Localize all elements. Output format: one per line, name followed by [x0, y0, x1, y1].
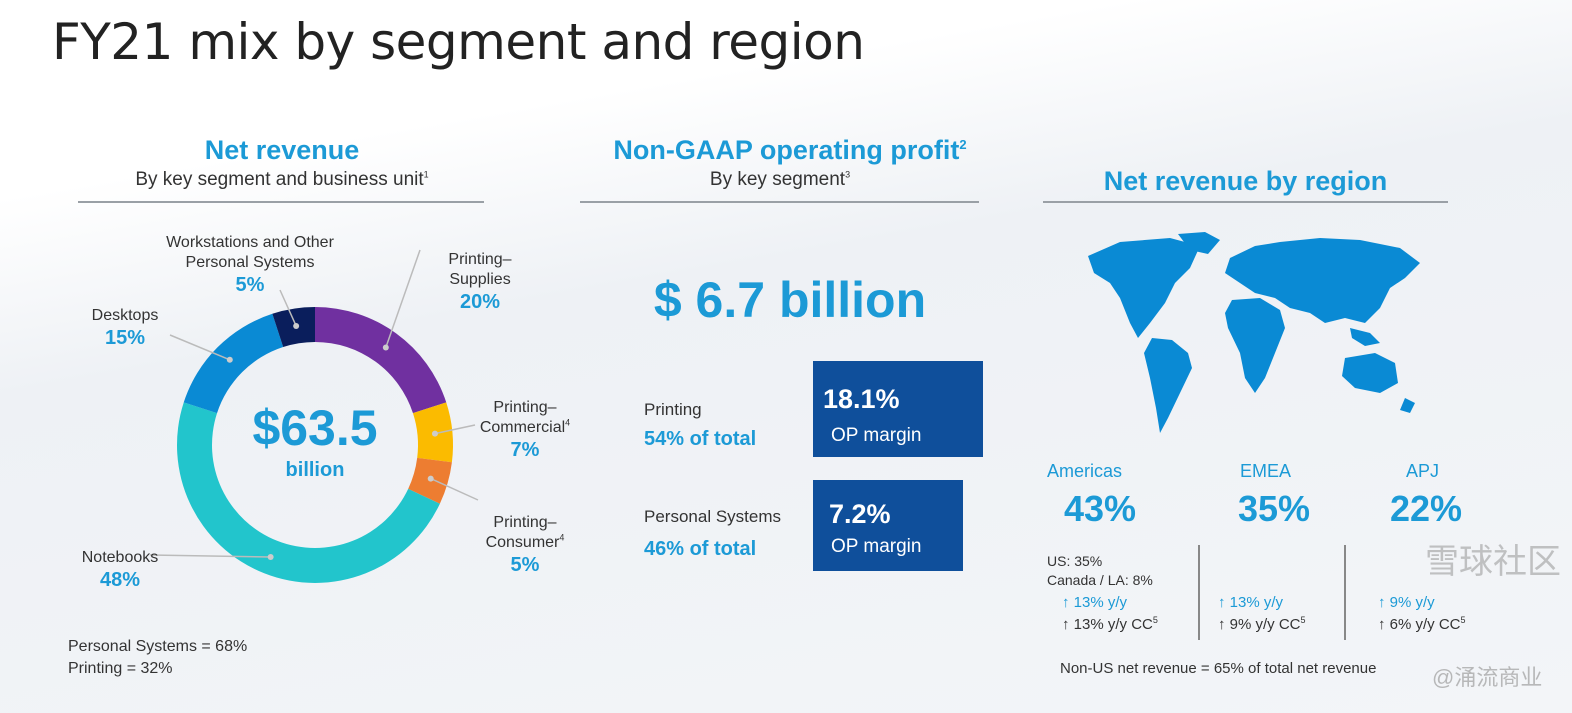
label-notebooks: Notebooks 48%	[81, 549, 159, 591]
donut-chart	[149, 249, 479, 583]
divider	[580, 201, 979, 203]
label-printing-consumer: Printing– Consumer4 5%	[485, 514, 565, 576]
page-title: FY21 mix by segment and region	[52, 13, 865, 71]
donut-center-value: $63.5	[252, 400, 378, 456]
apj-growth: ↑ 9% y/y ↑ 6% y/y CC5	[1378, 594, 1466, 633]
label-printing-supplies: Printing– Supplies 20%	[448, 251, 512, 313]
donut-slice	[315, 307, 447, 414]
emea-growth: ↑ 13% y/y ↑ 9% y/y CC5	[1218, 594, 1306, 633]
op-margin-label: OP margin	[831, 536, 922, 557]
op-profit-subheading: By key segment3	[709, 169, 851, 190]
watermark: 雪球社区	[1425, 543, 1561, 581]
divider	[78, 201, 484, 203]
label-desktops: Desktops 15%	[91, 307, 159, 349]
leader-line	[430, 477, 479, 501]
americas-detail: US: 35% Canada / LA: 8%	[1047, 553, 1153, 588]
segment-name: Printing	[644, 400, 702, 419]
region-pct-emea: 35%	[1238, 488, 1311, 529]
world-map	[1088, 232, 1420, 433]
region-name-americas: Americas	[1047, 461, 1123, 481]
op-margin-box: 18.1% OP margin	[813, 361, 983, 457]
op-margin-box: 7.2% OP margin	[813, 480, 963, 571]
net-revenue-footer: Personal Systems = 68% Printing = 32%	[68, 638, 248, 677]
donut-center-unit: billion	[285, 459, 345, 481]
op-profit-total: $ 6.7 billion	[653, 272, 927, 328]
region-pct-apj: 22%	[1390, 488, 1463, 529]
divider	[1344, 545, 1346, 640]
net-revenue-heading: Net revenue	[204, 135, 360, 165]
leader-dot	[226, 356, 233, 363]
leader-line	[169, 334, 231, 361]
leader-line	[385, 249, 421, 348]
op-margin-value: 7.2%	[829, 499, 891, 529]
leader-dot	[382, 344, 389, 351]
americas-growth: ↑ 13% y/y ↑ 13% y/y CC5	[1062, 594, 1158, 633]
divider	[1043, 201, 1448, 203]
op-margin-value: 18.1%	[823, 384, 900, 414]
label-workstations: Workstations and Other Personal Systems 5%	[166, 234, 334, 296]
segment-share: 54% of total	[644, 428, 757, 450]
region-pct-americas: 43%	[1064, 488, 1137, 529]
donut-slice	[177, 402, 440, 583]
leader-dot	[267, 554, 274, 561]
segment-name: Personal Systems	[644, 507, 781, 526]
leader-line	[434, 424, 476, 435]
op-profit-heading: Non-GAAP operating profit2	[613, 135, 967, 165]
leader-line	[149, 554, 271, 558]
label-printing-commercial: Printing– Commercial4 7%	[479, 399, 571, 461]
leader-line	[279, 289, 297, 327]
region-footer: Non-US net revenue = 65% of total net re…	[1060, 660, 1377, 677]
segment-share: 46% of total	[644, 538, 757, 560]
op-margin-label: OP margin	[831, 425, 922, 446]
divider	[1198, 545, 1200, 640]
region-name-apj: APJ	[1406, 461, 1440, 481]
donut-slice	[183, 313, 284, 414]
region-name-emea: EMEA	[1240, 461, 1292, 481]
leader-dot	[293, 322, 300, 329]
watermark: @涌流商业	[1432, 665, 1543, 690]
leader-dot	[427, 475, 434, 482]
region-heading: Net revenue by region	[1103, 166, 1388, 196]
net-revenue-subheading: By key segment and business unit1	[135, 169, 429, 190]
leader-dot	[431, 430, 438, 437]
